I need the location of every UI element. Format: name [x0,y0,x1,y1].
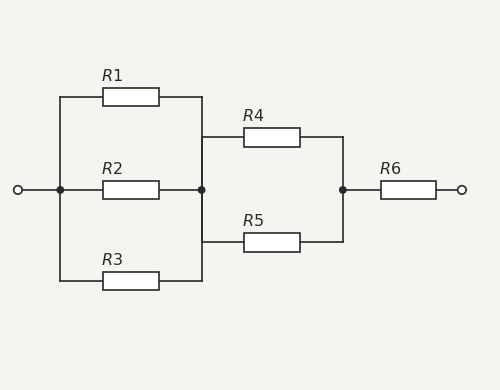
Text: $R6$: $R6$ [378,161,401,178]
Text: $R2$: $R2$ [101,161,123,178]
Text: $R3$: $R3$ [101,252,123,269]
FancyBboxPatch shape [244,233,300,252]
Circle shape [340,187,346,193]
Circle shape [57,187,64,193]
FancyBboxPatch shape [380,181,436,199]
FancyBboxPatch shape [103,181,158,199]
Circle shape [14,186,22,194]
FancyBboxPatch shape [103,272,158,290]
Text: $R4$: $R4$ [242,108,264,125]
Circle shape [458,186,466,194]
Circle shape [198,187,205,193]
FancyBboxPatch shape [244,128,300,147]
FancyBboxPatch shape [103,88,158,106]
Text: $R1$: $R1$ [101,68,123,85]
Text: $R5$: $R5$ [242,213,264,230]
